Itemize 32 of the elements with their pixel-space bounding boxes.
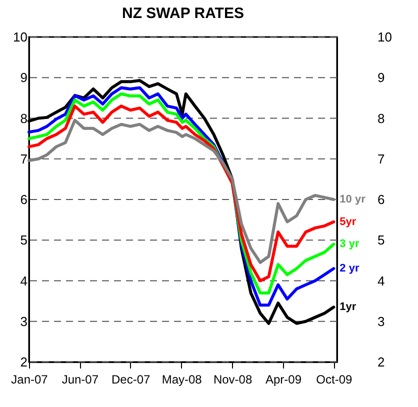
x-tick-label: Apr-09 [265,372,302,386]
y2-tick-label: 6 [378,192,385,207]
y2-tick-label: 9 [378,70,385,86]
y-tick-label: 6 [20,192,28,207]
y-tick-label: 7 [20,151,28,166]
y2-tick-label: 2 [378,354,385,370]
y-tick-label: 9 [20,70,28,86]
series-label: 3 yr [340,238,360,250]
x-tick-label: Jan-07 [11,372,48,386]
y-tick-label: 4 [20,273,28,288]
line-series [28,118,336,264]
y-tick-label: 3 [20,314,28,329]
chart-title: NZ SWAP RATES [122,5,244,22]
y-tick-label: 5 [20,232,28,248]
x-tick-label: Dec-07 [112,372,151,386]
y2-tick-label: 8 [378,110,385,126]
y-tick-label: 10 [13,30,28,44]
x-tick-label: Oct-09 [316,372,352,386]
x-tick-label: Nov-08 [213,372,252,386]
y2-tick-label: 10 [378,30,392,44]
y-tick-label: 8 [20,110,28,126]
x-tick-label: Jun-07 [62,372,99,386]
y2-tick-label: 7 [378,151,385,166]
x-tick-label: May-08 [162,372,202,386]
y-tick-label: 2 [20,354,28,370]
series-label: 5yr [340,216,357,228]
series-label: 2 yr [340,262,360,275]
series-label: 10 yr [340,194,366,206]
y2-tick-label: 4 [378,273,385,288]
y2-tick-label: 3 [378,314,385,329]
y2-tick-label: 5 [378,232,385,248]
series-label: 1yr [340,301,357,314]
